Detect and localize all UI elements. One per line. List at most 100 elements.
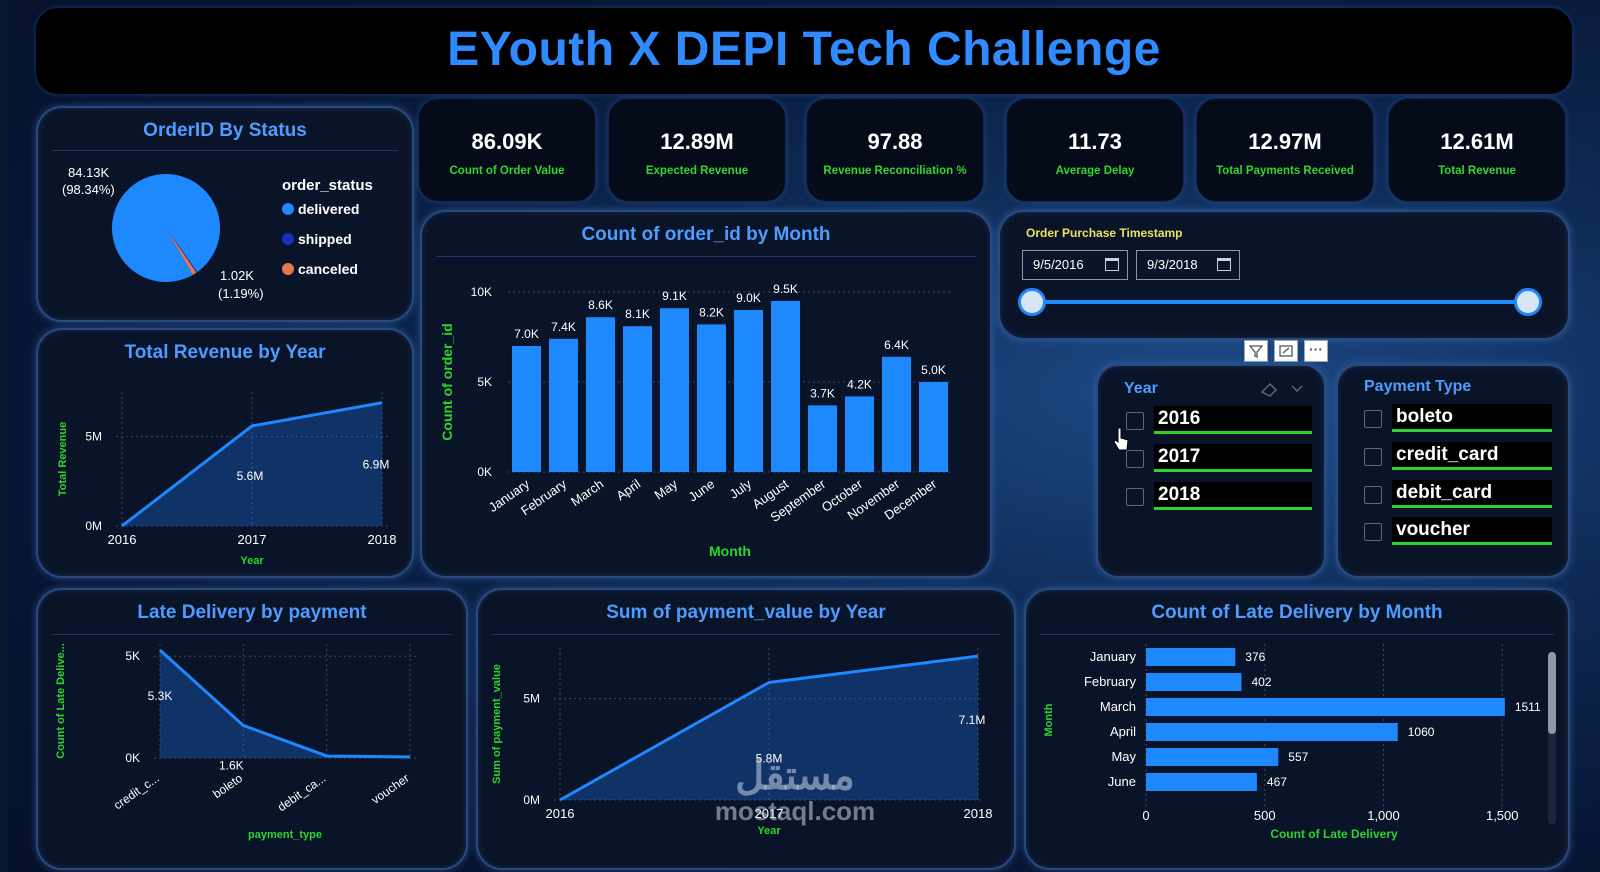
panel-payment-slicer[interactable]: Payment Type boleto credit_card debit_ca… [1336, 364, 1570, 578]
legend-label-shipped: shipped [298, 231, 352, 247]
eraser-icon[interactable] [1258, 378, 1308, 400]
checkbox[interactable] [1126, 450, 1144, 468]
kpi-value: 12.89M [660, 129, 734, 154]
year-option-2018[interactable]: 2018 [1126, 482, 1312, 512]
kpi-card-count-order-value[interactable]: 86.09K Count of Order Value [418, 98, 596, 202]
year-option-2017[interactable]: 2017 [1126, 444, 1312, 474]
kpi-value: 12.61M [1440, 129, 1514, 154]
payment-option-voucher[interactable]: voucher [1364, 517, 1554, 547]
checkbox[interactable] [1126, 412, 1144, 430]
x-tick-label: 2018 [964, 806, 993, 821]
payment-option-boleto[interactable]: boleto [1364, 404, 1554, 434]
date-slider-end-handle[interactable] [1514, 288, 1542, 316]
checkbox[interactable] [1364, 410, 1382, 428]
chart-title: Count of order_id by Month [581, 224, 831, 245]
start-date-input[interactable]: 9/5/2016 [1022, 250, 1128, 280]
kpi-card-total-payments-received[interactable]: 12.97M Total Payments Received [1196, 98, 1374, 202]
bar-january [1146, 648, 1236, 666]
x-tick-label: June [686, 476, 718, 504]
pie-slice-canceled [166, 228, 197, 275]
option-label: debit_card [1392, 480, 1552, 508]
bar-october [845, 396, 874, 472]
title-divider [1040, 634, 1554, 635]
data-label: 5.0K [921, 363, 946, 377]
x-tick-label: credit_c... [111, 771, 162, 812]
late-month-bar-chart[interactable]: 0 500 1,000 1,500 January 376 February 402 March… [1026, 590, 1570, 870]
payment-option-credit-card[interactable]: credit_card [1364, 442, 1554, 472]
orders-bar-chart[interactable]: 0K5K10K7.0KJanuary7.4KFebruary8.6KMarch8… [422, 212, 992, 578]
scrollbar-thumb[interactable] [1548, 652, 1556, 734]
slicer-title: Year [1124, 380, 1158, 397]
bar-november [882, 356, 911, 472]
x-tick-label: 2016 [546, 806, 575, 821]
y-axis-title: Total Revenue [57, 422, 69, 496]
checkbox[interactable] [1364, 523, 1382, 541]
option-label: credit_card [1392, 442, 1552, 470]
panel-year-slicer[interactable]: Year 2016 2017 2018 [1096, 364, 1326, 578]
checkbox[interactable] [1126, 488, 1144, 506]
watermark-latin: mostaql.com [714, 796, 876, 826]
data-label: 6.9M [363, 458, 390, 472]
year-option-2016[interactable]: 2016 [1126, 406, 1312, 436]
panel-order-status[interactable]: OrderID By Status 84.13K (98.34%) 1.02K … [36, 106, 414, 322]
pie-chart[interactable]: 84.13K (98.34%) 1.02K (1.19%) order_stat… [38, 108, 414, 322]
y-tick-label: 0K [477, 465, 492, 479]
panel-orders-by-month[interactable]: Count of order_id by Month 0K 5K 10K 7.0K Ja… [420, 210, 992, 578]
calendar-icon[interactable] [1105, 258, 1119, 271]
date-filter-label: Order Purchase Timestamp [1026, 226, 1183, 240]
data-label: 7.1M [959, 713, 986, 727]
y-tick-label: May [1111, 749, 1136, 764]
filter-icon[interactable] [1244, 340, 1268, 362]
x-tick-label: 0 [1142, 808, 1149, 823]
late-payment-area-chart[interactable]: 0K 5K 5.3K 1.6K credit_c... boleto debit_ca...… [38, 590, 468, 870]
kpi-card-total-revenue[interactable]: 12.61M Total Revenue [1388, 98, 1566, 202]
panel-total-revenue-year[interactable]: Total Revenue by Year 0M 5M 5.6M 6.9M 2016 20… [36, 328, 414, 578]
x-tick-label: debit_ca... [275, 771, 328, 814]
kpi-card-average-delay[interactable]: 11.73 Average Delay [1006, 98, 1184, 202]
header-banner: EYouth X DEPI Tech Challenge [36, 8, 1572, 94]
y-tick-label: 0M [85, 519, 102, 533]
bar-september [808, 405, 837, 472]
date-slider-track[interactable] [1026, 300, 1534, 304]
bar-march [1146, 698, 1505, 716]
scrollbar-track[interactable] [1548, 652, 1556, 824]
kpi-card-revenue-reconciliation[interactable]: 97.88 Revenue Reconciliation % [806, 98, 984, 202]
more-options-icon[interactable]: ··· [1304, 340, 1328, 362]
focus-mode-icon[interactable] [1274, 340, 1298, 362]
bar-january [512, 346, 541, 472]
end-date-input[interactable]: 9/3/2018 [1136, 250, 1240, 280]
x-tick-label: 2018 [368, 532, 397, 547]
option-label: boleto [1392, 404, 1552, 432]
checkbox[interactable] [1364, 448, 1382, 466]
title-divider [52, 150, 398, 151]
panel-payment-value-year[interactable]: Sum of payment_value by Year 0M 5M 5.8M 7.1… [476, 588, 1016, 870]
payment-option-debit-card[interactable]: debit_card [1364, 480, 1554, 510]
data-label: 5.3K [148, 689, 173, 703]
data-label: 376 [1245, 650, 1265, 664]
panel-late-delivery-month[interactable]: Count of Late Delivery by Month 0 500 1,00… [1024, 588, 1570, 870]
y-tick-label: February [1084, 674, 1137, 689]
chart-title: OrderID By Status [143, 120, 307, 141]
x-tick-label: boleto [210, 771, 245, 801]
x-tick-label: 500 [1254, 808, 1276, 823]
date-slider-start-handle[interactable] [1018, 288, 1046, 316]
kpi-label: Expected Revenue [645, 165, 749, 177]
kpi-label: Total Payments Received [1216, 165, 1354, 177]
checkbox[interactable] [1364, 486, 1382, 504]
bar-february [549, 338, 578, 472]
kpi-card-expected-revenue[interactable]: 12.89M Expected Revenue [608, 98, 786, 202]
bar-may [1146, 748, 1279, 766]
kpi-value: 97.88 [867, 129, 923, 154]
x-axis-title: Year [757, 825, 781, 837]
panel-late-delivery-payment[interactable]: Late Delivery by payment 0K 5K 5.3K 1.6K cre… [36, 588, 468, 870]
legend-marker-canceled [282, 263, 294, 275]
pie-label-canceled: 1.02K [220, 268, 254, 283]
bar-march [586, 317, 615, 472]
x-axis-title: Count of Late Delivery [1270, 827, 1398, 841]
calendar-icon[interactable] [1217, 258, 1231, 271]
data-label: 1060 [1408, 725, 1435, 739]
start-date-value: 9/5/2016 [1033, 257, 1084, 272]
bar-may [660, 308, 689, 472]
